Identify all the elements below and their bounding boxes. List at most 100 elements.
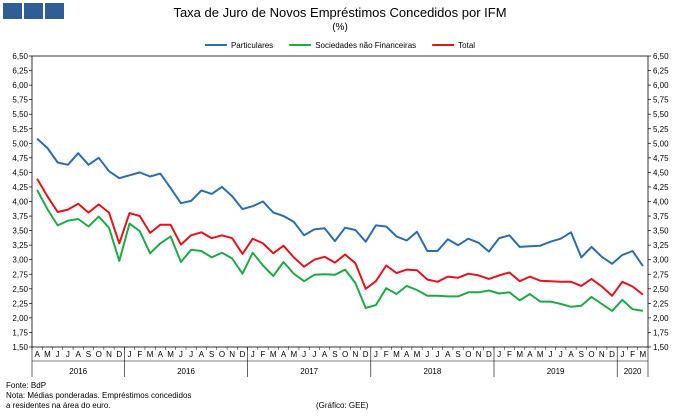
x-month-label: J [497,350,501,359]
x-month-label: O [588,350,594,359]
x-month-label: F [137,350,142,359]
x-month-label: J [312,350,316,359]
x-month-label: O [219,350,225,359]
y-tick-label-right: 4,25 [653,183,669,192]
x-month-label: M [290,350,297,359]
y-tick-label-left: 2,50 [12,285,28,294]
y-tick-label-left: 5,75 [12,96,28,105]
credit-text: (Gráfico: GEE) [316,401,369,410]
x-month-label: J [620,350,624,359]
x-month-label: A [199,350,205,359]
y-tick-label-right: 5,25 [653,125,669,134]
logo-block-2 [24,3,43,19]
y-tick-label-right: 2,75 [653,270,669,279]
x-month-label: M [270,350,277,359]
x-month-label: A [404,350,410,359]
y-tick-label-right: 2,00 [653,314,669,323]
y-tick-label-left: 3,75 [12,212,28,221]
x-month-label: A [568,350,574,359]
x-month-label: A [445,350,451,359]
y-tick-label-right: 4,75 [653,154,669,163]
y-tick-label-left: 6,00 [12,81,28,90]
y-tick-label-left: 4,00 [12,198,28,207]
y-tick-label-right: 6,50 [653,52,669,61]
x-month-label: S [86,350,91,359]
chart-legend: Particulares Sociedades não Financeiras To… [204,41,475,50]
x-month-label: J [179,350,183,359]
x-month-label: M [44,350,51,359]
y-tick-label-right: 6,00 [653,81,669,90]
y-tick-label-left: 4,25 [12,183,28,192]
x-month-label: J [548,350,552,359]
x-month-label: M [147,350,154,359]
x-month-label: J [66,350,70,359]
x-month-label: F [384,350,389,359]
y-tick-label-left: 2,75 [12,270,28,279]
x-year-label: 2020 [624,367,642,376]
x-month-label: A [34,350,40,359]
y-tick-label-left: 2,00 [12,314,28,323]
y-tick-label-left: 1,75 [12,328,28,337]
y-tick-label-right: 3,75 [653,212,669,221]
x-month-label: F [630,350,635,359]
logo [3,3,64,19]
series-line-particulares [36,137,644,267]
x-month-label: M [516,350,523,359]
x-month-label: O [342,350,348,359]
x-month-label: J [559,350,563,359]
x-month-label: S [332,350,337,359]
x-year-label: 2017 [300,367,318,376]
x-year-label: 2018 [424,367,442,376]
x-month-label: S [455,350,460,359]
series-line-sociedades [36,189,644,312]
y-tick-label-right: 3,00 [653,256,669,265]
source-text: Fonte: BdP [6,381,47,390]
y-tick-label-left: 3,00 [12,256,28,265]
chart-series-lines [36,137,644,312]
x-month-label: D [486,350,492,359]
x-month-label: N [106,350,112,359]
chart-axes: 1,50 1,50 1,75 1,75 2,00 2,00 2,25 2,25 2,50 2,50… [12,52,669,377]
x-month-label: J [374,350,378,359]
y-tick-label-left: 4,50 [12,168,28,177]
chart-subtitle: (%) [332,22,348,33]
y-tick-label-left: 6,50 [12,52,28,61]
x-month-label: J [425,350,429,359]
x-month-label: D [240,350,246,359]
legend-label-total: Total [458,41,475,50]
x-month-label: J [128,350,132,359]
note-text-line-2: a residentes na área do euro. [6,401,111,410]
x-month-label: A [322,350,328,359]
y-tick-label-left: 5,00 [12,139,28,148]
x-month-label: F [261,350,266,359]
logo-block-3 [45,3,64,19]
y-tick-label-right: 5,00 [653,139,669,148]
x-year-label: 2019 [547,367,565,376]
x-month-label: J [56,350,60,359]
y-tick-label-right: 4,00 [653,198,669,207]
x-month-label: A [527,350,533,359]
y-tick-label-left: 5,25 [12,125,28,134]
y-tick-label-right: 4,50 [653,168,669,177]
x-year-label: 2016 [177,367,195,376]
y-tick-label-right: 2,25 [653,299,669,308]
x-month-label: S [579,350,584,359]
y-tick-label-right: 3,25 [653,241,669,250]
y-tick-label-right: 6,25 [653,67,669,76]
x-month-label: J [436,350,440,359]
logo-block-1 [3,3,22,19]
legend-label-sociedades: Sociedades não Financeiras [315,41,416,50]
y-tick-label-left: 3,25 [12,241,28,250]
y-tick-label-right: 5,75 [653,96,669,105]
y-tick-label-left: 6,25 [12,67,28,76]
series-line-total [36,178,644,297]
y-tick-label-right: 1,75 [653,328,669,337]
y-tick-label-right: 1,50 [653,343,669,352]
y-tick-label-left: 1,50 [12,343,28,352]
x-month-label: S [209,350,214,359]
x-month-label: N [229,350,235,359]
x-month-label: A [76,350,82,359]
note-text-line-1: Nota: Médias ponderadas. Empréstimos con… [6,391,192,400]
x-month-label: J [251,350,255,359]
